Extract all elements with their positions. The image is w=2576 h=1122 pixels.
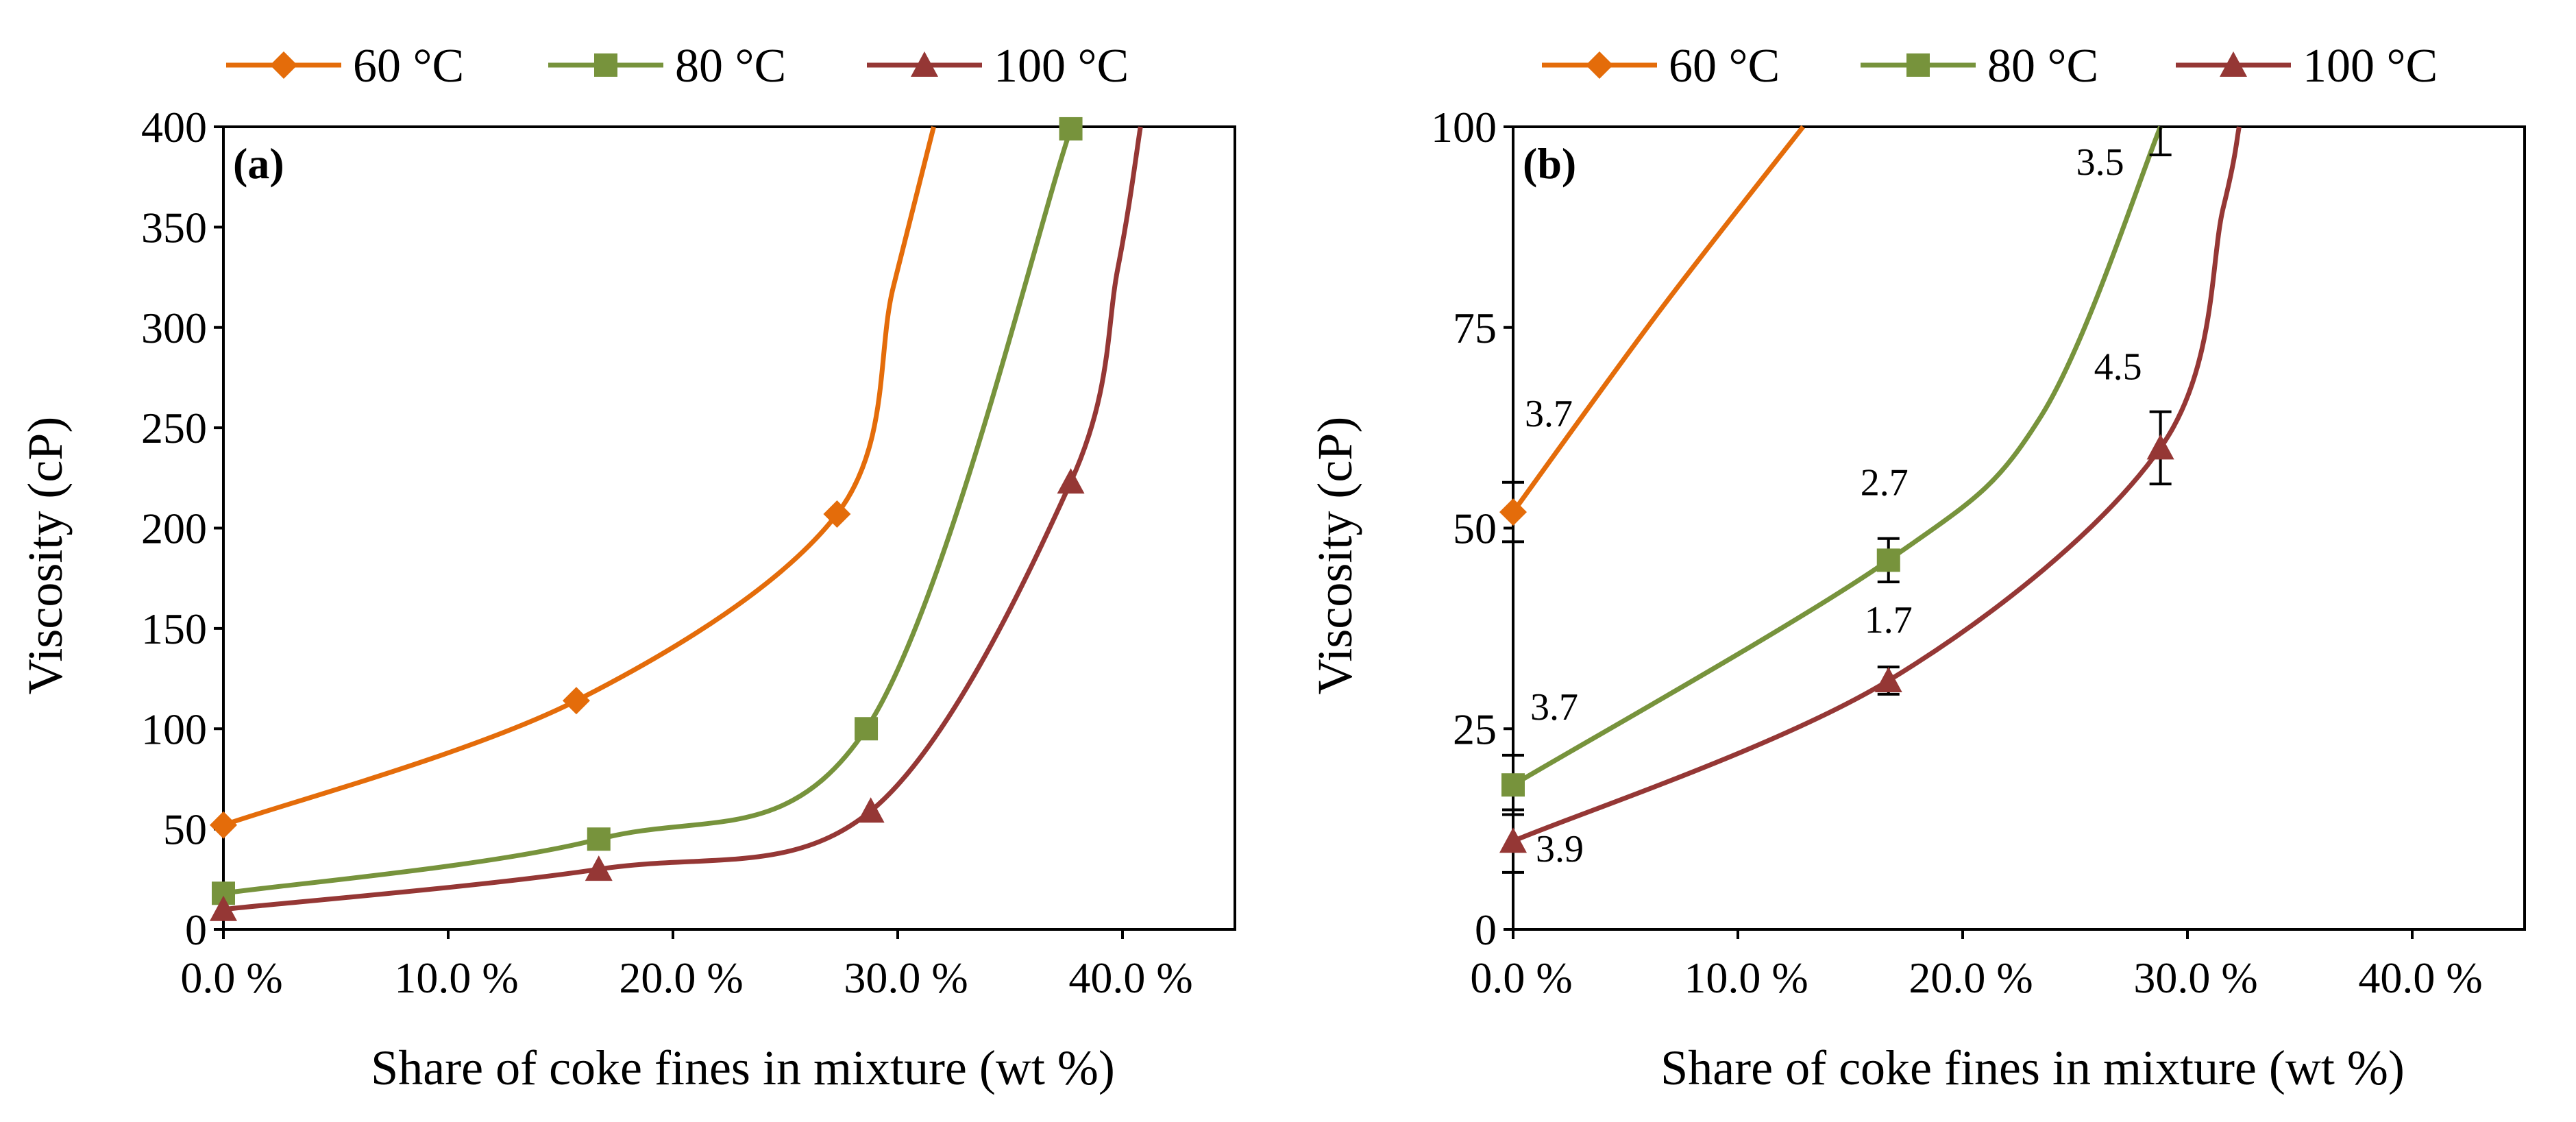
error-value-label: 3.9 bbox=[1536, 828, 1584, 870]
x-tick-label: 10.0 % bbox=[1684, 953, 1808, 1002]
y-tick-label: 25 bbox=[1453, 705, 1497, 753]
chart-panel-a: 0 50 100 150 200 250 300 350 400 0.0 % 10.0 % 20.0 … bbox=[18, 40, 1236, 1095]
y-tick-label: 200 bbox=[141, 504, 207, 553]
series-100c: 100 °C bbox=[210, 40, 1143, 921]
plot-frame bbox=[222, 125, 1236, 931]
y-tick-label: 100 bbox=[141, 705, 207, 753]
data-point bbox=[2146, 434, 2174, 460]
series-60c: 60 °C bbox=[210, 40, 936, 839]
legend-marker bbox=[1906, 53, 1930, 77]
x-axis-title: Share of coke fines in mixture (wt %) bbox=[371, 1040, 1115, 1095]
panel-label: (a) bbox=[233, 139, 284, 188]
series-line bbox=[1513, 126, 2242, 844]
data-point bbox=[1499, 827, 1527, 853]
data-point bbox=[210, 811, 237, 839]
legend-marker bbox=[1586, 51, 1613, 79]
y-axis-title: Viscosity (cP) bbox=[1308, 417, 1362, 695]
data-point bbox=[1874, 666, 1902, 692]
series-line bbox=[223, 126, 1143, 912]
data-point bbox=[823, 500, 851, 528]
x-tick-label: 10.0 % bbox=[394, 953, 518, 1002]
data-point bbox=[585, 855, 613, 881]
data-point bbox=[1057, 468, 1085, 494]
error-value-label: 1.7 bbox=[1865, 599, 1913, 642]
y-tick-label: 50 bbox=[1453, 504, 1497, 553]
y-tick-label: 150 bbox=[141, 605, 207, 653]
legend-marker bbox=[2220, 51, 2247, 77]
data-point bbox=[1059, 117, 1083, 141]
series-line bbox=[223, 126, 936, 828]
legend-label: 60 °C bbox=[1669, 40, 1780, 93]
y-tick-label: 400 bbox=[141, 103, 207, 151]
series-line bbox=[1513, 125, 2163, 788]
error-value-label: 3.7 bbox=[1530, 686, 1578, 729]
chart-panel-b: 0 25 50 75 100 0.0 % 10.0 % 20.0 % 30.0 % 40.0 % S… bbox=[1308, 40, 2526, 1095]
legend-label: 80 °C bbox=[675, 40, 786, 93]
y-tick-label: 100 bbox=[1431, 103, 1497, 151]
legend-marker bbox=[270, 51, 297, 79]
panel-label: (b) bbox=[1523, 139, 1576, 188]
series-60c: 3.7 60 °C bbox=[1499, 40, 1805, 544]
data-point bbox=[855, 717, 879, 741]
series-80c: 80 °C bbox=[212, 40, 1083, 905]
data-point bbox=[587, 827, 611, 851]
series-100c: 3.9 1.7 4.5 100 °C bbox=[1499, 40, 2438, 874]
data-point bbox=[562, 687, 590, 715]
series-80c: 3.7 2.7 3.5 80 °C bbox=[1501, 40, 2172, 816]
data-point bbox=[1876, 548, 1900, 572]
error-value-label: 3.5 bbox=[2076, 141, 2124, 184]
plot-frame bbox=[1512, 125, 2526, 931]
series-line bbox=[1513, 125, 1805, 514]
x-tick-label: 0.0 % bbox=[180, 953, 282, 1002]
legend-label: 100 °C bbox=[2303, 40, 2438, 93]
y-tick-label: 50 bbox=[163, 805, 207, 854]
x-tick-label: 0.0 % bbox=[1470, 953, 1572, 1002]
y-tick-label: 0 bbox=[185, 905, 207, 954]
y-tick-label: 250 bbox=[141, 404, 207, 452]
data-point bbox=[1501, 773, 1525, 797]
x-tick-label: 40.0 % bbox=[2358, 953, 2482, 1002]
x-tick-label: 20.0 % bbox=[619, 953, 743, 1002]
data-point bbox=[210, 895, 237, 921]
y-tick-label: 350 bbox=[141, 203, 207, 252]
legend-label: 80 °C bbox=[1987, 40, 2098, 93]
x-tick-label: 30.0 % bbox=[844, 953, 968, 1002]
legend-label: 100 °C bbox=[994, 40, 1129, 93]
x-axis-title: Share of coke fines in mixture (wt %) bbox=[1660, 1040, 2405, 1095]
y-tick-label: 300 bbox=[141, 304, 207, 352]
legend-label: 60 °C bbox=[353, 40, 464, 93]
error-value-label: 2.7 bbox=[1861, 461, 1909, 504]
x-tick-label: 30.0 % bbox=[2133, 953, 2257, 1002]
series-line bbox=[223, 127, 1073, 896]
x-tick-label: 20.0 % bbox=[1909, 953, 2033, 1002]
x-tick-label: 40.0 % bbox=[1068, 953, 1192, 1002]
data-point bbox=[1499, 498, 1527, 526]
data-point bbox=[857, 797, 885, 823]
y-tick-label: 0 bbox=[1475, 905, 1497, 954]
legend-marker bbox=[911, 51, 938, 77]
legend-marker bbox=[594, 53, 617, 77]
error-value-label: 4.5 bbox=[2094, 345, 2142, 388]
y-tick-label: 75 bbox=[1453, 304, 1497, 352]
error-value-label: 3.7 bbox=[1525, 393, 1573, 435]
y-axis-title: Viscosity (cP) bbox=[18, 417, 73, 695]
